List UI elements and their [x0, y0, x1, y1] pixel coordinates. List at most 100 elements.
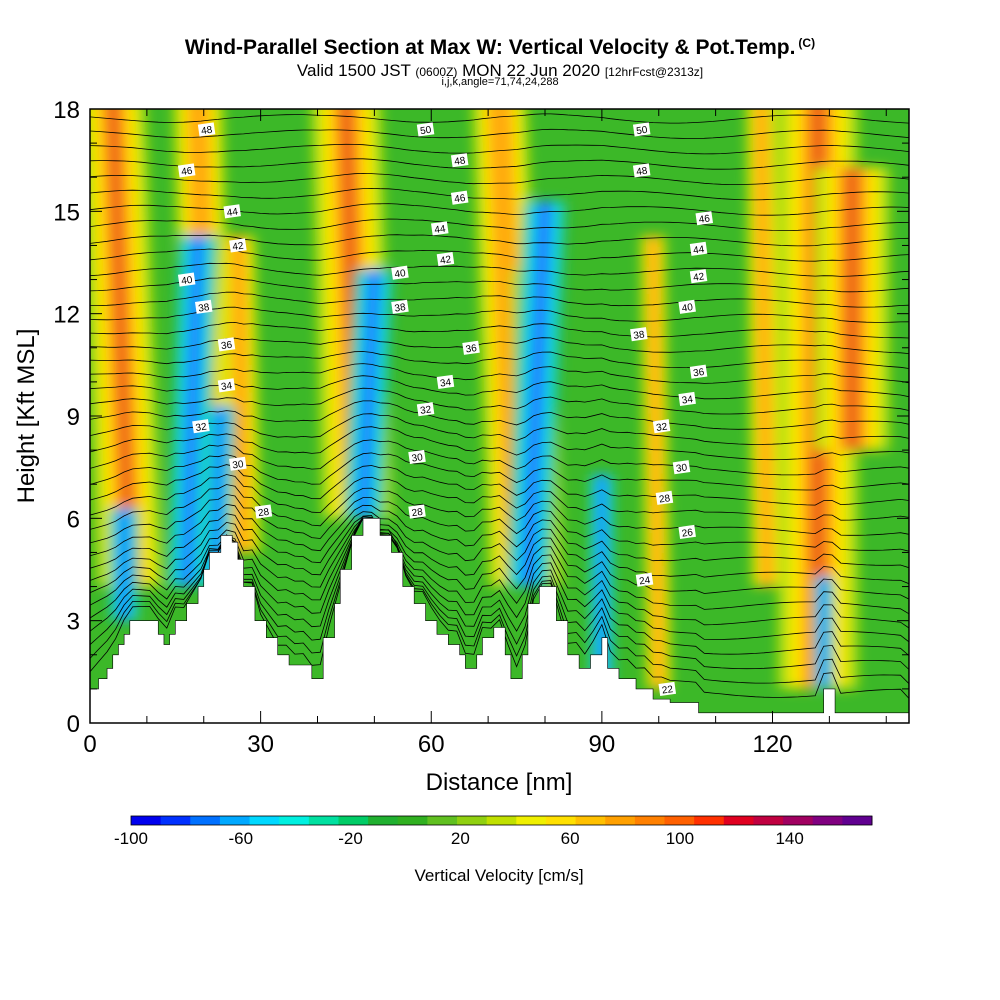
isentrope-label-text: 42 — [439, 254, 452, 267]
x-tick-label: 60 — [418, 731, 445, 758]
y-tick-label: 15 — [53, 199, 80, 226]
updraft-band — [759, 109, 769, 587]
y-tick-label: 0 — [67, 711, 80, 738]
colorbar: -100 -60 -20 20 60 100 140 — [114, 815, 873, 848]
isentrope-label-bg — [217, 378, 236, 393]
isentrope-label: 42 — [436, 252, 455, 267]
isentrope-line — [90, 400, 909, 430]
colorbar-swatch — [812, 816, 843, 825]
colorbar-swatch — [397, 816, 428, 825]
isentrope-label-text: 32 — [656, 421, 669, 434]
y-tick-label: 18 — [53, 97, 80, 124]
isentrope-label: 30 — [672, 460, 691, 475]
isentrope-label-bg — [658, 681, 677, 696]
isentrope-label-text: 32 — [195, 421, 208, 434]
isentrope-label: 26 — [678, 524, 696, 540]
isentrope-line — [90, 262, 909, 277]
isentrope-label-bg — [678, 391, 696, 406]
isentrope-label-bg — [450, 153, 469, 168]
isentrope-label-bg — [416, 122, 435, 137]
isentrope-label: 28 — [408, 504, 426, 519]
isentrope-label-text: 42 — [232, 241, 245, 254]
isentrope-label: 34 — [678, 391, 696, 407]
isentrope-line — [90, 218, 909, 231]
isentrope-label-text: 38 — [198, 302, 211, 315]
isentrope-label-text: 48 — [201, 125, 214, 138]
isentrope-line — [90, 351, 909, 369]
isentrope-label-bg — [197, 122, 216, 137]
downdraft-band — [525, 201, 548, 587]
colorbar-swatch — [783, 816, 814, 825]
isentrope-label: 24 — [635, 572, 654, 588]
isentrope-line — [90, 143, 909, 155]
isentrope-line — [90, 516, 909, 600]
updraft-band — [109, 109, 134, 587]
updraft-band — [236, 235, 246, 553]
isentrope-line — [90, 464, 909, 506]
isentrope-line — [90, 493, 909, 552]
isentrope-label-text: 24 — [638, 575, 651, 588]
isentrope-label: 34 — [217, 378, 236, 393]
forecast-info: [12hrFcst@2313z] — [604, 65, 704, 79]
isentrope-line — [90, 276, 909, 293]
isentrope-label-text: 30 — [675, 462, 688, 475]
y-tick-label: 3 — [67, 609, 80, 636]
colorbar-swatch — [131, 816, 162, 825]
isentrope-label-text: 26 — [681, 527, 694, 540]
isentrope-label: 46 — [177, 163, 196, 178]
colorbar-swatch — [605, 816, 636, 825]
isentrope-label: 40 — [177, 272, 196, 287]
isentrope-label-text: 36 — [692, 367, 705, 380]
isentrope-label: 32 — [192, 419, 210, 434]
isentrope-label-text: 30 — [232, 459, 245, 472]
isentrope-label: 32 — [416, 402, 435, 417]
downdraft-band — [600, 474, 604, 689]
isentrope-label: 32 — [652, 419, 671, 434]
isentrope-label-bg — [223, 204, 241, 219]
isentrope-label-text: 44 — [226, 207, 239, 220]
isentrope-label-text: 30 — [411, 452, 424, 465]
isentrope-label-text: 34 — [681, 394, 694, 407]
isentrope-line — [90, 503, 909, 569]
isentrope-label-bg — [436, 374, 455, 389]
isentrope-line — [90, 511, 909, 585]
isentrope-line — [90, 248, 909, 262]
isentrope-label-bg — [391, 265, 409, 280]
isentrope-line — [90, 484, 909, 536]
isentrope-label-text: 48 — [454, 155, 467, 168]
colorbar-swatch — [664, 816, 695, 825]
isentrope-label-bg — [655, 490, 674, 505]
isentrope-label: 34 — [436, 374, 455, 390]
isentrope-label: 44 — [223, 204, 241, 219]
isentrope-label-text: 40 — [681, 302, 694, 315]
colorbar-swatch — [219, 816, 251, 825]
isentrope-label: 30 — [408, 449, 426, 465]
colorbar-frame — [130, 815, 873, 826]
isentrope-label-bg — [632, 163, 651, 178]
isentrope-label-text: 44 — [434, 224, 447, 237]
colorbar-swatch — [368, 816, 399, 825]
isentrope-label: 44 — [431, 221, 449, 236]
isentrope-label: 28 — [655, 490, 674, 506]
colorbar-swatch — [427, 816, 458, 825]
isentrope-line — [90, 452, 909, 491]
isentrope-label-text: 38 — [394, 302, 407, 315]
x-tick-label: 30 — [247, 731, 274, 758]
isentrope-label: 36 — [217, 337, 236, 352]
isentrope-label: 44 — [689, 241, 708, 257]
isentrope-line — [90, 99, 909, 108]
colorbar-tick-label: -100 — [114, 829, 148, 848]
valid-zulu: (0600Z) — [415, 65, 458, 79]
chart-subtitle: Valid 1500 JST (0600Z) MON 22 Jun 2020 [… — [0, 61, 1000, 81]
isentrope-label-bg — [416, 402, 435, 417]
isentrope-label-bg — [689, 269, 708, 284]
isentrope-label: 30 — [229, 456, 247, 472]
y-axis-label: Height [Kft MSL] — [13, 329, 40, 504]
colorbar-swatch — [634, 816, 666, 825]
colorbar-swatch — [486, 816, 517, 825]
isentrope-line — [90, 234, 909, 247]
x-tick-label: 90 — [589, 731, 616, 758]
isentrope-line — [90, 363, 909, 384]
grid-indices: i,j,k,angle=71,74,24,288 — [441, 76, 559, 88]
